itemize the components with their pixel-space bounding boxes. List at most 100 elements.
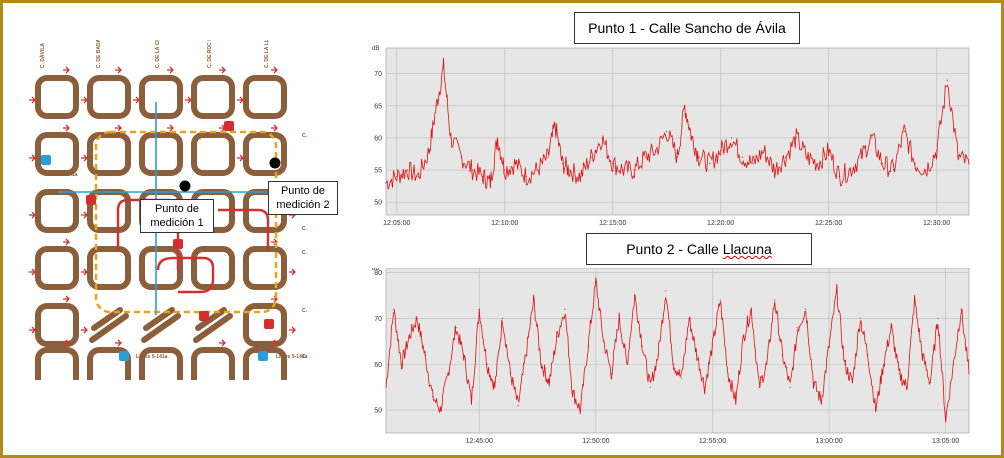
data-point bbox=[502, 317, 504, 320]
plot-area bbox=[385, 268, 970, 434]
bike-icon bbox=[86, 195, 96, 205]
parking-icon bbox=[224, 121, 234, 131]
street-label: C. DE LA LLACUNA bbox=[264, 40, 270, 68]
data-point bbox=[709, 163, 711, 165]
data-point bbox=[424, 354, 426, 356]
x-tick-label: 12:10:00 bbox=[491, 220, 518, 227]
data-point bbox=[517, 404, 519, 407]
diagonal-block bbox=[193, 313, 233, 343]
arrow-icon bbox=[81, 268, 88, 276]
data-point bbox=[844, 363, 846, 365]
arrow-icon bbox=[81, 96, 88, 104]
data-point bbox=[603, 340, 605, 342]
traffic-arrows bbox=[29, 66, 296, 347]
y-tick-label: 70 bbox=[374, 71, 382, 78]
arrow-icon bbox=[185, 96, 192, 104]
city-block bbox=[87, 246, 131, 290]
data-point bbox=[655, 150, 657, 152]
data-point bbox=[673, 363, 675, 365]
data-point bbox=[828, 150, 830, 152]
data-point bbox=[665, 290, 667, 292]
arrow-icon bbox=[29, 154, 36, 162]
data-point bbox=[439, 409, 442, 411]
chart-2-punto-2: 50 60 70 80 12:45:00 12:50:00 12:55:00 13:00:00… bbox=[372, 268, 970, 445]
data-point bbox=[396, 175, 398, 178]
street-label: C. DE PUJADES bbox=[302, 354, 308, 360]
red-route-loop-2 bbox=[156, 256, 215, 294]
data-point bbox=[408, 336, 410, 338]
parking-icon bbox=[173, 239, 183, 249]
data-point bbox=[937, 317, 939, 320]
data-point bbox=[676, 156, 679, 158]
arrow-icon bbox=[63, 66, 70, 74]
bus-line-label: Línies 5-141a bbox=[276, 354, 308, 360]
data-point bbox=[698, 156, 700, 158]
data-point bbox=[442, 66, 445, 68]
data-point bbox=[960, 308, 962, 310]
data-point bbox=[428, 150, 430, 152]
data-point bbox=[735, 400, 737, 402]
data-point bbox=[806, 156, 808, 158]
data-point bbox=[828, 345, 830, 347]
street-labels-right: C. DE TÀNGERC. DE SANCHOC. DE PERE IVC. … bbox=[302, 132, 308, 360]
x-tick-label: 12:50:00 bbox=[582, 438, 609, 445]
data-point bbox=[758, 386, 760, 388]
chart-1-title: Punto 1 - Calle Sancho de Ávila bbox=[574, 12, 800, 44]
arrow-icon bbox=[81, 154, 88, 162]
city-block bbox=[243, 132, 287, 176]
data-point bbox=[525, 175, 527, 178]
data-point bbox=[626, 363, 628, 365]
data-point bbox=[455, 326, 457, 329]
data-point bbox=[849, 169, 851, 171]
data-point bbox=[968, 372, 970, 375]
city-block bbox=[139, 246, 183, 290]
x-tick-label: 12:15:00 bbox=[599, 220, 626, 227]
data-point bbox=[820, 400, 822, 402]
data-point bbox=[460, 156, 463, 158]
data-point bbox=[509, 372, 511, 375]
data-point bbox=[568, 169, 571, 171]
arrow-icon bbox=[29, 96, 36, 104]
data-point bbox=[489, 182, 491, 184]
arrow-icon bbox=[29, 326, 36, 334]
point-1-callout: Punto de medición 1 bbox=[140, 199, 214, 233]
arrow-icon bbox=[237, 96, 244, 104]
study-area-boundary bbox=[94, 130, 278, 314]
series-line bbox=[385, 277, 970, 423]
data-point bbox=[595, 281, 597, 283]
data-point bbox=[925, 169, 927, 171]
red-route-loop-3 bbox=[218, 208, 270, 250]
data-point bbox=[838, 175, 841, 178]
data-point bbox=[898, 372, 900, 375]
data-point bbox=[711, 345, 714, 347]
arrow-icon bbox=[81, 211, 88, 219]
street-label: C. DÀVILA bbox=[39, 43, 46, 68]
city-block bbox=[243, 347, 287, 380]
data-point bbox=[556, 336, 558, 338]
data-point bbox=[903, 130, 905, 133]
data-point bbox=[704, 386, 706, 388]
chart-2-title: Punto 2 - Calle Llacuna bbox=[586, 233, 812, 265]
data-point bbox=[571, 391, 574, 393]
arrow-icon bbox=[219, 339, 226, 347]
y-tick-label: 55 bbox=[374, 168, 382, 175]
arrow-icon bbox=[63, 124, 70, 132]
data-point bbox=[774, 299, 776, 301]
data-point bbox=[564, 308, 566, 310]
data-point bbox=[579, 409, 581, 411]
unit-label: dB bbox=[372, 268, 379, 272]
data-point bbox=[554, 124, 556, 126]
y-tick-label: 80 bbox=[374, 270, 382, 277]
city-block bbox=[191, 75, 235, 119]
data-point bbox=[612, 163, 614, 165]
data-point bbox=[633, 169, 635, 171]
data-point bbox=[587, 345, 589, 347]
data-point bbox=[644, 156, 646, 158]
data-point bbox=[691, 137, 693, 139]
city-block bbox=[35, 303, 79, 347]
city-block bbox=[35, 347, 79, 380]
data-point bbox=[684, 105, 686, 107]
data-point bbox=[525, 354, 527, 356]
data-point bbox=[400, 363, 403, 365]
data-point bbox=[795, 137, 797, 139]
